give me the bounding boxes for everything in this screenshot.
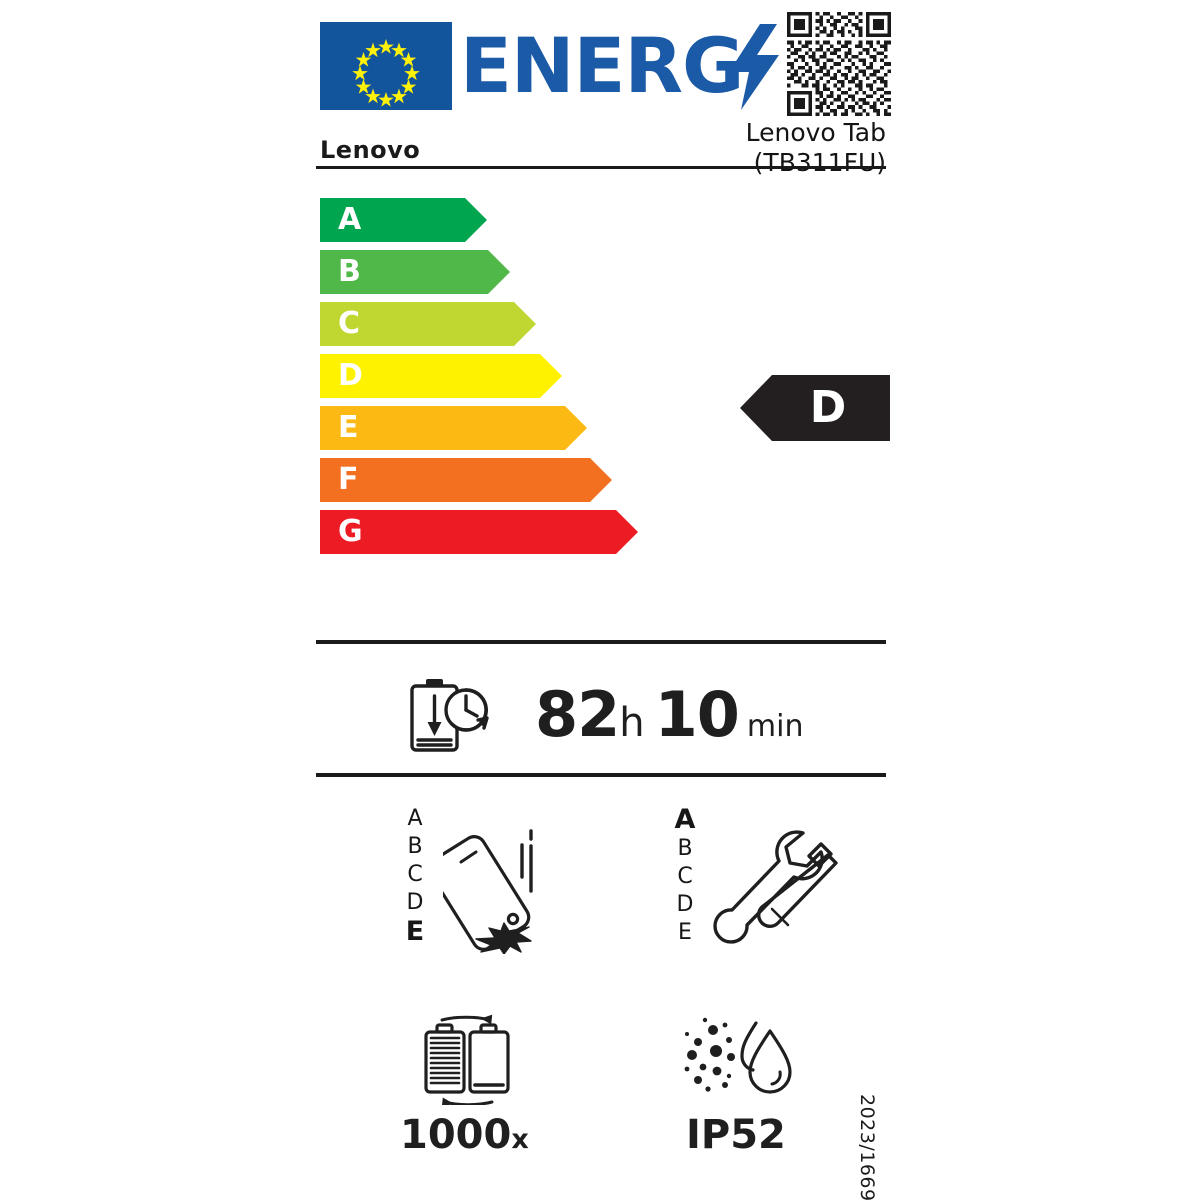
grade-D: D xyxy=(406,890,424,915)
regulation-reference: 2023/1669 xyxy=(856,1094,878,1202)
grade-C: C xyxy=(407,862,423,887)
energy-class-letter: F xyxy=(338,462,359,497)
battery-cycle-icon xyxy=(412,1010,522,1109)
grade-D: D xyxy=(676,892,694,917)
battery-minutes-value: 10 xyxy=(654,678,740,751)
endurance-divider xyxy=(316,773,886,777)
battery-endurance-value: 82h 10 min xyxy=(535,672,804,758)
energy-class-letter: A xyxy=(338,202,362,237)
scale-divider xyxy=(316,640,886,644)
energy-class-bar-F: F xyxy=(320,458,638,502)
battery-hours-unit: h xyxy=(619,700,645,746)
dust-water-icon xyxy=(680,1014,795,1108)
grade-A: A xyxy=(674,804,696,835)
energy-class-bar-A: A xyxy=(320,198,638,242)
energy-class-bar-D: D xyxy=(320,354,638,398)
battery-cycles-cell: 1000x xyxy=(400,1010,600,1170)
supplier-name: Lenovo xyxy=(320,136,421,164)
energy-class-bar-B: B xyxy=(320,250,638,294)
energy-class-bar-C: C xyxy=(320,302,638,346)
grade-E: E xyxy=(405,916,425,947)
battery-cycles-suffix: x xyxy=(511,1124,529,1155)
energy-class-letter: E xyxy=(338,410,359,445)
energy-class-letter: C xyxy=(338,306,361,341)
battery-cycles-caption: 1000x xyxy=(400,1112,529,1158)
ingress-protection-cell: IP52 xyxy=(670,1010,870,1170)
energy-class-bar-G: G xyxy=(320,510,638,554)
selected-class-marker: D xyxy=(740,375,890,441)
energy-class-letter: D xyxy=(338,358,363,393)
eu-flag-icon xyxy=(320,22,452,110)
model-line-2: (TB311FU) xyxy=(753,148,886,177)
grade-B: B xyxy=(677,836,693,861)
grade-E: E xyxy=(678,920,692,945)
wrench-screwdriver-icon xyxy=(710,825,845,954)
phone-drop-icon xyxy=(427,819,568,958)
header-divider xyxy=(316,166,886,169)
battery-time-icon xyxy=(400,676,495,758)
energy-class-bar-E: E xyxy=(320,406,638,450)
battery-cycles-value: 1000 xyxy=(400,1112,512,1158)
model-identifier: Lenovo Tab (TB311FU) xyxy=(626,118,886,178)
model-line-1: Lenovo Tab xyxy=(745,118,886,147)
selected-class-letter: D xyxy=(809,382,847,433)
battery-hours-value: 82 xyxy=(535,678,620,751)
grade-B: B xyxy=(407,834,423,859)
energy-class-letter: B xyxy=(338,254,361,289)
energy-class-letter: G xyxy=(338,514,363,549)
grade-A: A xyxy=(407,806,423,831)
lightning-bolt-icon xyxy=(727,24,783,110)
ingress-protection-caption: IP52 xyxy=(686,1112,786,1158)
energ-wordmark: ENERG xyxy=(460,21,744,110)
qr-code-icon xyxy=(787,12,891,116)
grade-C: C xyxy=(677,864,693,889)
battery-minutes-unit: min xyxy=(746,709,804,744)
